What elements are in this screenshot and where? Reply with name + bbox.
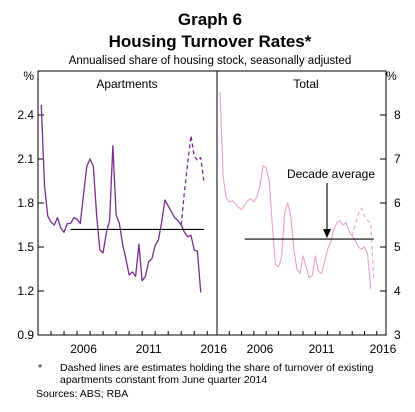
y-tick-label-left: 1.8 bbox=[17, 196, 34, 210]
x-tick-label: 2011 bbox=[136, 342, 162, 356]
y-tick-label-right: 7 bbox=[394, 152, 401, 166]
footnote-marker: * bbox=[38, 362, 43, 374]
apartments-estimate-dashed-line bbox=[180, 134, 205, 226]
y-tick-label-right: 3 bbox=[394, 328, 401, 342]
right-axis-unit: % bbox=[386, 69, 397, 83]
y-tick-label-left: 2.4 bbox=[17, 108, 34, 122]
x-tick-label: 2016 bbox=[200, 342, 227, 356]
plot-frame bbox=[37, 70, 387, 336]
y-tick-label-left: 0.9 bbox=[17, 328, 34, 342]
x-tick-label: 2006 bbox=[247, 342, 274, 356]
apartments-turnover-line bbox=[40, 104, 202, 293]
x-tick-label: 2011 bbox=[309, 342, 335, 356]
total-panel-title: Total bbox=[293, 77, 318, 91]
housing-turnover-chart: Graph 6 Housing Turnover Rates* Annualis… bbox=[17, 10, 401, 356]
decade-average-annotation: Decade average bbox=[287, 167, 375, 181]
source-note: Sources: ABS; RBA bbox=[36, 388, 129, 400]
chart-footnotes: * Dashed lines are estimates holding the… bbox=[36, 362, 408, 400]
total-turnover-line bbox=[219, 92, 372, 289]
annotation-arrow-head bbox=[323, 229, 331, 239]
y-tick-label-right: 5 bbox=[394, 240, 401, 254]
chart-title: Graph 6 bbox=[178, 10, 242, 29]
y-tick-label-left: 2.1 bbox=[17, 152, 34, 166]
y-tick-label-left: 1.5 bbox=[17, 240, 34, 254]
x-tick-label: 2006 bbox=[70, 342, 97, 356]
footnote-text: Dashed lines are estimates holding the s… bbox=[60, 362, 374, 386]
total-estimate-dashed-line bbox=[351, 207, 375, 278]
y-tick-label-right: 8 bbox=[394, 108, 401, 122]
y-tick-label-right: 6 bbox=[394, 196, 401, 210]
chart-description: Annualised share of housing stock, seaso… bbox=[69, 55, 352, 67]
chart-subtitle: Housing Turnover Rates* bbox=[109, 32, 312, 51]
y-tick-label-right: 4 bbox=[394, 284, 401, 298]
y-tick-label-left: 1.2 bbox=[17, 284, 34, 298]
apartments-panel-title: Apartments bbox=[96, 77, 157, 91]
left-axis-unit: % bbox=[23, 69, 34, 83]
x-tick-label: 2016 bbox=[370, 342, 397, 356]
